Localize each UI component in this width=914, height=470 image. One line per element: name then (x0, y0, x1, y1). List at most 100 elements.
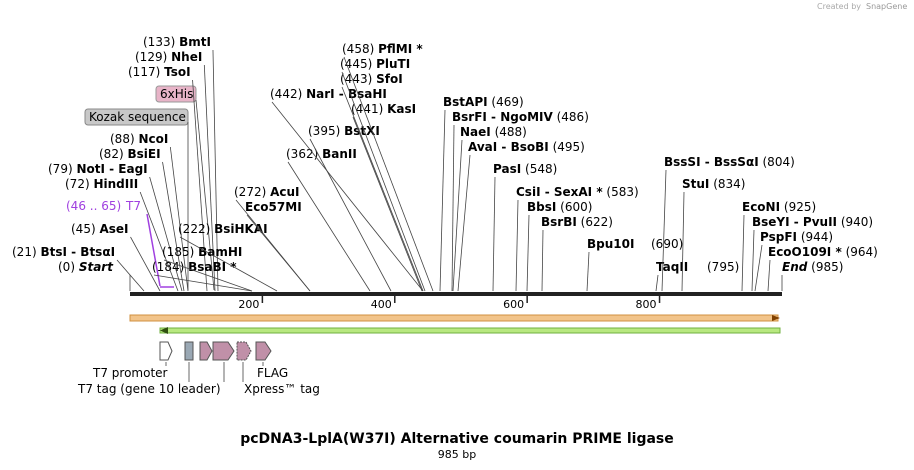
site-connector (439, 109, 446, 292)
site-connector (341, 86, 424, 292)
site-name: Start (79, 260, 114, 274)
site-name: Eco57MI (245, 200, 302, 214)
site-label: TaqII (656, 260, 688, 274)
site-position: (185) (162, 245, 194, 259)
site-name: BstXI (344, 124, 380, 138)
site-position: (804) (763, 155, 795, 169)
site-position: (362) (286, 147, 318, 161)
site-position: (495) (553, 140, 585, 154)
site-label: BbsI (600) (527, 200, 592, 214)
site-label: (185) BamHI (162, 245, 242, 259)
site-connector (130, 236, 161, 292)
site-label: BsrFI - NgoMIV (486) (452, 110, 589, 124)
site-name: EcoNI (742, 200, 780, 214)
green-arrow (160, 327, 168, 334)
site-position: (184) (152, 260, 184, 274)
site-connector (457, 154, 471, 292)
feature-shape (236, 341, 252, 361)
tick-label: 200 (238, 298, 259, 311)
tick-label: 400 (371, 298, 392, 311)
site-connector (767, 259, 771, 292)
site-name: BseYI - PvuII (752, 215, 837, 229)
site-connector (492, 176, 496, 292)
site-label: (222) BsiHKAI (178, 222, 268, 236)
site-position: (940) (841, 215, 873, 229)
site-label: Bpu10I (587, 237, 634, 251)
site-connector (116, 259, 145, 292)
site-label: NaeI (488) (460, 125, 527, 139)
site-name: NcoI (138, 132, 168, 146)
site-label: EcoO109I * (964) (768, 245, 878, 259)
site-connector (661, 169, 667, 292)
site-connector (246, 214, 311, 292)
site-name: AseI (99, 222, 128, 236)
site-label: (458) PflMI * (342, 42, 423, 56)
site-position: (469) (491, 95, 523, 109)
site-name: CsiI - SexAI * (516, 185, 603, 199)
his-label: 6xHis (160, 87, 193, 101)
site-connector (162, 161, 185, 292)
site-name: End (782, 260, 808, 274)
site-name: PspFI (760, 230, 797, 244)
site-position: (222) (178, 222, 210, 236)
site-name: NarI - BsaHI (306, 87, 387, 101)
kozak-label: Kozak sequence (89, 110, 186, 124)
site-name: BanII (322, 147, 357, 161)
site-label: EcoNI (925) (742, 200, 816, 214)
site-connector (139, 191, 179, 292)
site-position: (834) (713, 177, 745, 191)
site-label: AvaI - BsoBI (495) (468, 140, 585, 154)
site-name: Bpu10I (587, 237, 634, 251)
site-position: (79) (48, 162, 73, 176)
site-name: NheI (171, 50, 202, 64)
site-position: (395) (308, 124, 340, 138)
site-connector (681, 191, 685, 292)
site-name: KasI (387, 102, 416, 116)
site-label: (0) Start (58, 260, 114, 274)
site-position: (944) (801, 230, 833, 244)
site-connector (163, 259, 253, 292)
orf-arrow (772, 315, 780, 321)
site-connector (271, 101, 424, 292)
title: pcDNA3-LplA(W37I) Alternative coumarin P… (240, 431, 674, 447)
site-position: (964) (846, 245, 878, 259)
site-position: (488) (495, 125, 527, 139)
site-connector (149, 176, 183, 292)
site-position: (600) (560, 200, 592, 214)
site-position: (117) (128, 65, 160, 79)
site-label: Eco57MI (245, 200, 302, 214)
site-label: PasI (548) (493, 162, 557, 176)
site-connector (515, 199, 519, 292)
site-name: SfoI (376, 72, 403, 86)
site-position: (985) (811, 260, 843, 274)
site-label: (395) BstXI (308, 124, 380, 138)
site-label: CsiI - SexAI * (583) (516, 185, 639, 199)
site-position: (442) (270, 87, 302, 101)
site-connector (192, 79, 208, 292)
site-label: (445) PluTI (340, 57, 410, 71)
site-label: BstAPI (469) (443, 95, 524, 109)
site-label: (443) SfoI (340, 72, 403, 86)
t7-range: (46 .. 65) (66, 199, 121, 213)
site-position: (925) (784, 200, 816, 214)
site-name: BstAPI (443, 95, 488, 109)
site-name: HindIII (93, 177, 138, 191)
site-name: BsaBI * (188, 260, 237, 274)
site-connector (179, 236, 278, 292)
site-connector (343, 56, 434, 292)
site-label: End (985) (782, 260, 843, 274)
site-position: (88) (110, 132, 135, 146)
site-name: AcuI (270, 185, 299, 199)
site-name: EcoO109I * (768, 245, 842, 259)
site-label: BssSI - BssSαI (804) (664, 155, 795, 169)
site-label: (82) BsiEI (99, 147, 161, 161)
site-label: PspFI (944) (760, 230, 833, 244)
t7-label: T7 (125, 199, 141, 213)
site-connector (655, 274, 659, 292)
site-label: (117) TsoI (128, 65, 191, 79)
feature-label: Xpress™ tag (244, 382, 320, 396)
site-label: (133) BmtI (143, 35, 211, 49)
site-connector (452, 139, 463, 292)
site-position: (133) (143, 35, 175, 49)
